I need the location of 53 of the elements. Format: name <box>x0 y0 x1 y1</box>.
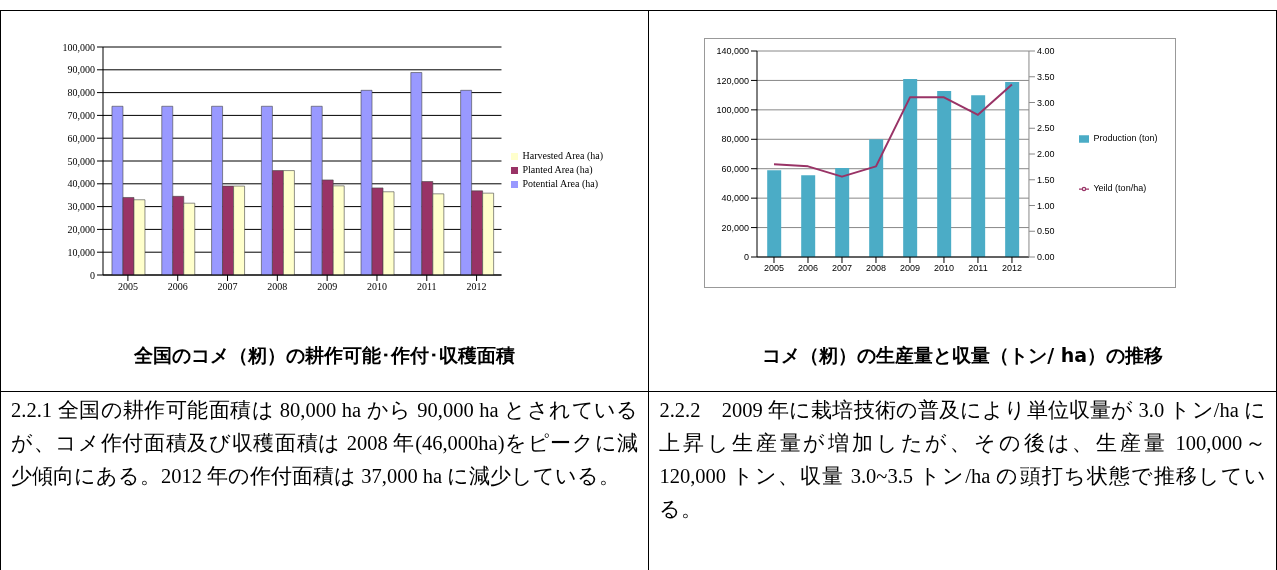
legend-label: Production (ton) <box>1093 133 1158 143</box>
text: 2.2.2 2009 年に栽培技術の普及により単位収量が 3.0 トン/ha に上昇し生産量が増加したが、その後は、生産量 100,000～120,000 トン、収量 3.0~3.5 トン/ha の頭打ち状態で推移している。 <box>659 398 1266 522</box>
legend-label: Harvested Area (ha) <box>522 150 603 161</box>
y2-tick-label: 0.50 <box>1037 226 1055 237</box>
y-tick-label: 140,000 <box>716 46 750 57</box>
y-tick-label: 60,000 <box>721 163 750 174</box>
x-tick-label: 2005 <box>117 281 138 293</box>
y2-tick-label: 2.50 <box>1037 123 1055 134</box>
y-tick-label: 10,000 <box>67 246 95 258</box>
x-tick-label: 2009 <box>317 281 338 293</box>
x-tick-label: 2010 <box>366 281 387 293</box>
y2-tick-label: 4.00 <box>1037 46 1055 57</box>
text: 2.2.1 全国の耕作可能面積は 80,000 ha から 90,000 ha とされているが、コメ作付面積及び収穫面積は 2008 年(46,000ha)をピークに減少傾向にある。2012 年の作付面積は 37,000 ha に減少している。 <box>11 398 639 489</box>
text: 全国のコメ（籾）の耕作可能･作付･収穫面積 <box>133 343 517 368</box>
y-tick-label: 40,000 <box>67 178 95 190</box>
y-tick-label: 40,000 <box>721 193 750 204</box>
y2-tick-label: 2.00 <box>1037 149 1055 160</box>
y-tick-label: 100,000 <box>716 105 750 116</box>
y-tick-label: 80,000 <box>67 87 95 99</box>
y2-tick-label: 3.50 <box>1037 71 1055 82</box>
x-tick-label: 2006 <box>167 281 188 293</box>
y-tick-label: 80,000 <box>721 134 750 145</box>
x-tick-label: 2011 <box>968 263 989 274</box>
y-tick-label: 70,000 <box>67 109 95 121</box>
y-tick-label: 30,000 <box>67 201 95 213</box>
y2-tick-label: 0.00 <box>1037 252 1055 263</box>
y-tick-label: 20,000 <box>67 223 95 235</box>
x-tick-label: 2010 <box>934 263 955 274</box>
y-tick-label: 120,000 <box>716 75 750 86</box>
y-tick-label: 50,000 <box>67 155 95 167</box>
text: コメ（籾）の生産量と収量（トン/ ha）の推移 <box>761 343 1165 368</box>
y2-tick-label: 1.00 <box>1037 200 1055 211</box>
x-tick-label: 2012 <box>1002 263 1023 274</box>
y-tick-label: 20,000 <box>721 222 750 233</box>
y-tick-label: 90,000 <box>67 64 95 76</box>
y2-tick-label: 1.50 <box>1037 174 1055 185</box>
x-tick-label: 2008 <box>866 263 887 274</box>
y2-tick-label: 3.00 <box>1037 97 1055 108</box>
y-tick-label: 60,000 <box>67 132 95 144</box>
legend-label: Planted Area (ha) <box>522 164 593 175</box>
x-tick-label: 2007 <box>217 281 238 293</box>
x-tick-label: 2006 <box>798 263 819 274</box>
x-tick-label: 2008 <box>267 281 288 293</box>
y-tick-label: 0 <box>744 252 750 263</box>
legend-label: Yeild (ton/ha) <box>1093 183 1147 193</box>
x-tick-label: 2011 <box>416 281 437 293</box>
x-tick-label: 2005 <box>764 263 785 274</box>
legend-label: Potential Area (ha) <box>522 178 599 189</box>
y-tick-label: 0 <box>90 269 95 281</box>
x-tick-label: 2007 <box>832 263 853 274</box>
x-tick-label: 2009 <box>900 263 921 274</box>
y-tick-label: 100,000 <box>62 41 95 53</box>
x-tick-label: 2012 <box>466 281 487 293</box>
